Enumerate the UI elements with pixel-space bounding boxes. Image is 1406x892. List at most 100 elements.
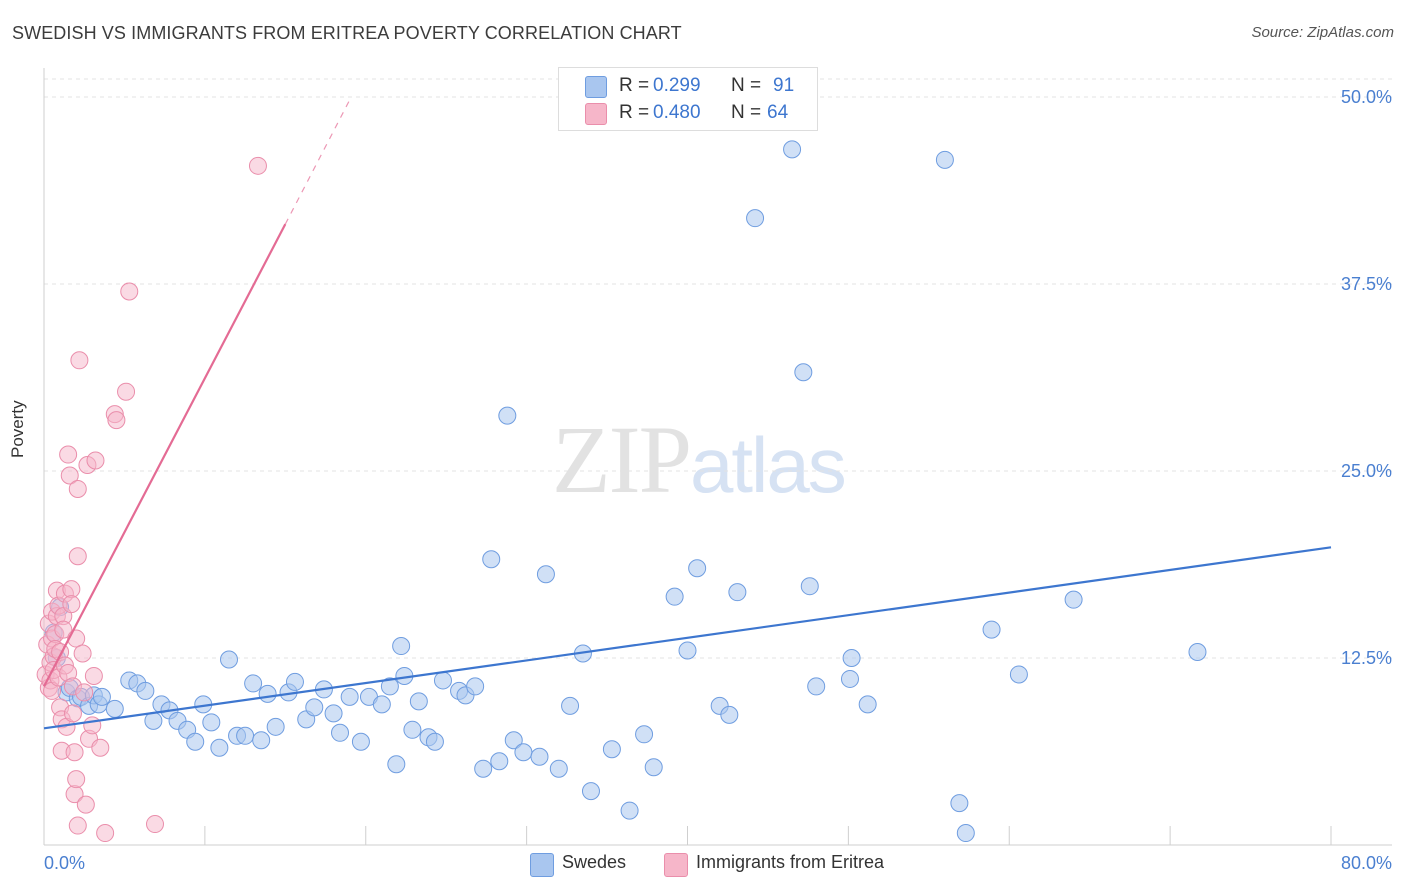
point-swedes [105, 699, 124, 718]
tick-labels: 12.5% 25.0% 37.5% 50.0% 0.0% 80.0% [44, 87, 1392, 873]
point-eritrea [59, 445, 78, 464]
trendline-eritrea [43, 223, 287, 687]
point-eritrea [60, 466, 79, 485]
y-tick-label: 37.5% [1341, 274, 1392, 294]
point-eritrea [86, 451, 105, 470]
point-swedes [842, 649, 861, 667]
x-tick-label: 0.0% [44, 853, 85, 873]
watermark: ZIPatlas [552, 404, 847, 515]
swedes-points [44, 140, 1207, 843]
point-swedes [186, 732, 205, 751]
y-tick-label: 25.0% [1341, 461, 1392, 481]
point-swedes [305, 698, 324, 717]
point-swedes [688, 559, 707, 578]
point-swedes [982, 620, 1001, 639]
point-eritrea [68, 479, 87, 498]
point-eritrea [120, 282, 139, 301]
point-swedes [746, 209, 765, 228]
point-swedes [202, 713, 221, 732]
point-eritrea [65, 743, 84, 762]
point-swedes [258, 684, 277, 703]
point-swedes [644, 758, 663, 777]
point-eritrea [68, 816, 87, 835]
point-eritrea [54, 620, 73, 639]
legend-r-value: 0.299 [653, 75, 701, 96]
point-eritrea [96, 824, 115, 843]
point-eritrea [62, 580, 81, 599]
point-swedes [425, 732, 444, 751]
point-eritrea [63, 704, 82, 723]
legend-n-label: N = [731, 75, 762, 96]
point-eritrea [91, 738, 110, 757]
point-swedes [858, 695, 877, 714]
point-swedes [783, 140, 802, 159]
point-swedes [950, 794, 969, 813]
point-swedes [504, 731, 523, 750]
point-swedes [403, 720, 422, 739]
legend-swatch-swedes [530, 853, 554, 877]
legend-n-value: 64 [767, 102, 789, 123]
point-swedes [92, 687, 111, 706]
point-swedes [252, 731, 271, 750]
point-swedes [387, 755, 406, 774]
point-swedes [351, 732, 370, 751]
point-swedes [514, 743, 533, 762]
point-swedes [474, 759, 493, 778]
legend-swatch-eritrea [585, 103, 607, 125]
point-swedes [561, 696, 580, 715]
point-swedes [728, 583, 747, 602]
point-swedes [498, 406, 517, 425]
point-swedes [956, 824, 975, 843]
point-swedes [409, 692, 428, 711]
legend-label-eritrea: Immigrants from Eritrea [696, 852, 885, 872]
legend-r-value: 0.480 [653, 102, 701, 123]
point-eritrea [68, 547, 87, 566]
point-swedes [340, 687, 359, 706]
point-eritrea [70, 351, 89, 370]
watermark-zip: ZIP [552, 406, 692, 513]
point-swedes [1064, 590, 1083, 609]
point-swedes [794, 363, 813, 382]
point-swedes [1188, 643, 1207, 662]
point-swedes [530, 747, 549, 766]
point-eritrea [73, 644, 92, 663]
legend-row-swedes: R = 0.299 N = 91 [559, 74, 817, 100]
point-swedes [482, 550, 501, 569]
point-swedes [602, 740, 621, 759]
legend-n-value: 91 [773, 75, 795, 96]
axes [43, 68, 1392, 846]
y-tick-label: 50.0% [1341, 87, 1392, 107]
legend-label-swedes: Swedes [562, 852, 627, 872]
y-tick-label: 12.5% [1341, 648, 1392, 668]
point-swedes [144, 711, 163, 730]
point-swedes [220, 650, 239, 669]
legend-r-label: R = [619, 102, 650, 123]
correlation-legend: R = 0.299 N = 91 R = 0.480 N = 64 [558, 67, 818, 131]
point-eritrea [248, 156, 267, 175]
point-eritrea [83, 716, 102, 735]
point-swedes [372, 695, 391, 714]
trendline-swedes [43, 546, 1332, 730]
point-swedes [581, 782, 600, 801]
point-swedes [800, 577, 819, 596]
point-swedes [210, 738, 229, 757]
point-swedes [620, 801, 639, 820]
point-swedes [840, 669, 859, 688]
point-swedes [331, 723, 350, 742]
point-eritrea [62, 595, 81, 614]
trendline-eritrea-extension [284, 99, 351, 225]
legend-n-label: N = [731, 102, 762, 123]
point-swedes [635, 725, 654, 744]
point-swedes [807, 677, 826, 696]
point-swedes [466, 677, 485, 696]
point-eritrea [146, 815, 165, 834]
point-swedes [1009, 665, 1028, 684]
point-swedes [285, 672, 304, 691]
point-swedes [380, 677, 399, 696]
point-eritrea [84, 666, 103, 685]
x-tick-label: 80.0% [1341, 853, 1392, 873]
point-eritrea [67, 770, 86, 789]
point-eritrea [107, 411, 126, 430]
point-swedes [236, 726, 255, 745]
